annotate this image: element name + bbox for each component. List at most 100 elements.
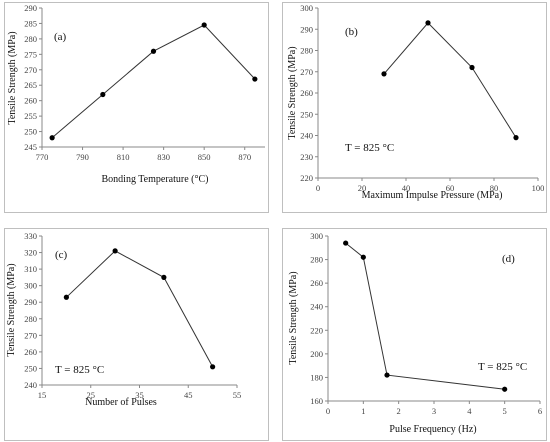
y-tick-label: 265 xyxy=(24,80,37,90)
y-tick-label: 290 xyxy=(300,24,313,34)
data-point xyxy=(100,91,106,98)
temperature-annotation: T = 825 °C xyxy=(478,361,527,373)
x-tick-label: 20 xyxy=(358,183,367,193)
y-tick-label: 250 xyxy=(24,363,37,373)
x-tick-label: 3 xyxy=(432,406,436,416)
y-tick-label: 220 xyxy=(300,173,313,183)
y-tick-label: 275 xyxy=(24,49,37,59)
x-tick-label: 55 xyxy=(233,390,242,400)
y-tick-label: 280 xyxy=(24,314,37,324)
y-tick-label: 280 xyxy=(310,255,323,265)
panel-frame xyxy=(282,228,547,441)
x-tick-label: 15 xyxy=(38,390,47,400)
panel-frame xyxy=(4,2,269,213)
y-tick-label: 230 xyxy=(300,152,313,162)
y-tick-label: 260 xyxy=(24,96,37,106)
x-tick-label: 100 xyxy=(532,183,545,193)
y-tick-label: 245 xyxy=(24,142,37,152)
x-tick-label: 40 xyxy=(402,183,411,193)
y-tick-label: 285 xyxy=(24,18,37,28)
x-tick-label: 870 xyxy=(238,152,251,162)
x-axis-label: Maximum Impulse Pressure (MPa) xyxy=(362,190,503,201)
series-line xyxy=(383,22,517,138)
data-point xyxy=(384,372,390,378)
y-tick-label: 260 xyxy=(24,347,37,357)
y-tick-label: 220 xyxy=(310,325,323,335)
y-tick-label: 250 xyxy=(24,127,37,137)
data-point xyxy=(513,135,519,141)
panel-label: (a) xyxy=(54,31,67,43)
y-axis-label: Tensile Strength (MPa) xyxy=(287,46,298,139)
data-point xyxy=(252,76,258,82)
y-tick-label: 330 xyxy=(24,231,37,241)
y-tick-label: 180 xyxy=(310,372,323,382)
data-point xyxy=(201,22,207,28)
data-point xyxy=(502,386,508,392)
x-tick-label: 790 xyxy=(76,152,89,162)
series-line xyxy=(66,250,214,368)
x-tick-label: 6 xyxy=(538,406,542,416)
y-tick-label: 240 xyxy=(310,302,323,312)
x-axis-label: Bonding Temperature (°C) xyxy=(102,174,209,185)
y-tick-label: 300 xyxy=(310,231,323,241)
x-axis-label: Pulse Frequency (Hz) xyxy=(389,424,476,435)
y-axis-label: Tensile Strength (MPa) xyxy=(6,263,17,356)
x-tick-label: 60 xyxy=(446,183,455,193)
x-tick-label: 80 xyxy=(490,183,499,193)
x-tick-label: 45 xyxy=(184,390,193,400)
panel-label: (b) xyxy=(345,26,358,38)
y-tick-label: 255 xyxy=(24,111,37,121)
chart-panel-4: 160 180 200 220 240 260 280 300 0 1 2 3 4 5 6 Pulse Fre… xyxy=(282,228,547,441)
y-tick-label: 270 xyxy=(300,67,313,77)
y-tick-label: 260 xyxy=(300,88,313,98)
y-tick-label: 270 xyxy=(24,65,37,75)
x-tick-label: 1 xyxy=(361,406,365,416)
y-tick-label: 290 xyxy=(24,297,37,307)
data-point xyxy=(381,71,387,77)
data-point xyxy=(161,274,167,280)
data-point xyxy=(210,364,216,370)
data-point xyxy=(469,64,475,71)
x-tick-label: 830 xyxy=(157,152,170,162)
y-tick-label: 270 xyxy=(24,330,37,340)
y-tick-label: 310 xyxy=(24,264,37,274)
panel-frame xyxy=(4,228,269,441)
temperature-annotation: T = 825 °C xyxy=(55,364,104,376)
y-tick-label: 280 xyxy=(24,34,37,44)
chart-panel-1: 245 250 255 260 265 270 275 280 285 290 770 790 810 8… xyxy=(4,2,269,213)
panel-frame xyxy=(282,2,547,213)
data-point xyxy=(343,240,349,246)
y-axis-label: Tensile Strength (MPa) xyxy=(7,31,18,124)
x-tick-label: 5 xyxy=(503,406,507,416)
y-tick-label: 160 xyxy=(310,396,323,406)
panel-label: (d) xyxy=(502,253,515,265)
panel-label: (c) xyxy=(55,249,68,261)
y-tick-label: 300 xyxy=(24,281,37,291)
data-point xyxy=(49,135,55,141)
data-point xyxy=(425,20,431,26)
x-tick-label: 35 xyxy=(135,390,144,400)
temperature-annotation: T = 825 °C xyxy=(345,142,394,154)
y-tick-label: 320 xyxy=(24,248,37,258)
x-tick-label: 850 xyxy=(198,152,211,162)
y-tick-label: 240 xyxy=(300,131,313,141)
x-tick-label: 770 xyxy=(36,152,49,162)
y-axis-label: Tensile Strength (MPa) xyxy=(288,271,299,364)
x-tick-label: 0 xyxy=(326,406,330,416)
y-tick-label: 300 xyxy=(300,3,313,13)
data-point xyxy=(112,248,118,254)
chart-panel-3: 240 250 260 270 280 290 300 310 320 330 15 25 35 45 55… xyxy=(4,228,269,441)
x-tick-label: 0 xyxy=(316,183,320,193)
x-axis-label: Number of Pulses xyxy=(85,397,157,408)
data-point xyxy=(360,254,366,260)
y-tick-label: 260 xyxy=(310,278,323,288)
x-tick-label: 2 xyxy=(397,406,401,416)
y-tick-label: 240 xyxy=(24,380,37,390)
y-tick-label: 200 xyxy=(310,349,323,359)
data-point xyxy=(63,294,69,300)
y-tick-label: 290 xyxy=(24,3,37,13)
x-tick-label: 25 xyxy=(87,390,96,400)
x-tick-label: 810 xyxy=(117,152,130,162)
x-tick-label: 4 xyxy=(467,406,472,416)
